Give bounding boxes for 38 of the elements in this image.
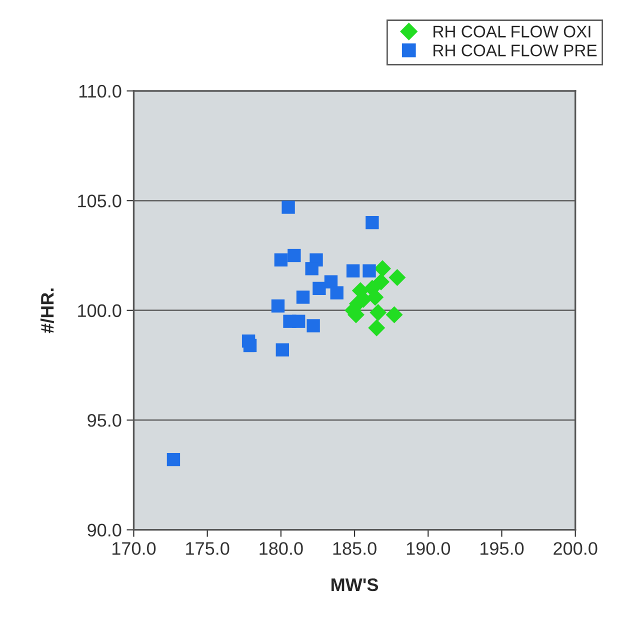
point	[306, 319, 320, 332]
x-tick-label: 190.0	[406, 542, 450, 555]
point	[366, 216, 379, 230]
point	[386, 306, 403, 324]
x-tick-label: 185.0	[333, 542, 376, 555]
y-tick-label: 110.0	[79, 84, 122, 98]
y-tick-label: 105.0	[78, 194, 122, 208]
point	[312, 282, 326, 296]
x-tick-label: 195.0	[480, 542, 524, 555]
point	[276, 343, 289, 356]
legend-label: RH COAL FLOW OXI	[434, 26, 590, 38]
x-axis-title: MW'S	[332, 578, 378, 592]
legend-label: RH COAL FLOW PRE	[434, 44, 597, 56]
x-tick-label: 200.0	[554, 542, 598, 555]
point	[243, 338, 257, 352]
point	[346, 264, 360, 278]
y-tick-label: 95.0	[88, 414, 122, 427]
x-tick-label: 180.0	[260, 542, 303, 555]
point	[274, 253, 288, 266]
point	[296, 290, 310, 304]
point	[305, 262, 318, 276]
point	[370, 304, 387, 322]
point	[362, 264, 376, 278]
x-tick-label: 175.0	[186, 542, 230, 555]
y-axis-title: #/HR.	[40, 288, 54, 334]
point	[374, 260, 392, 278]
point	[166, 453, 180, 466]
point	[292, 314, 306, 328]
point	[388, 268, 406, 286]
point	[330, 286, 344, 300]
point	[271, 299, 285, 313]
y-tick-label: 100.0	[78, 304, 122, 318]
point	[288, 248, 301, 262]
x-tick-label: 170.0	[112, 542, 156, 555]
point	[368, 319, 386, 336]
point	[372, 273, 390, 290]
point	[282, 200, 295, 214]
y-tick-label: 90.0	[88, 524, 122, 537]
